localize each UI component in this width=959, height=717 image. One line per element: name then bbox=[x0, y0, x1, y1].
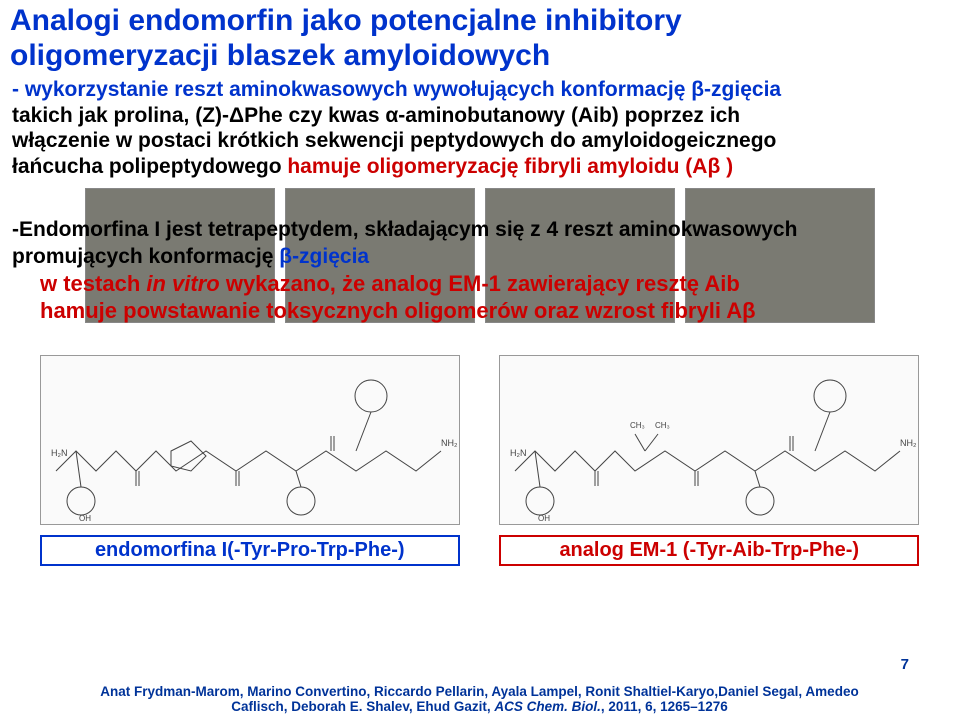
structure-right: H₂N NH₂ CH₃ CH₃ OH bbox=[499, 355, 919, 525]
test-line1a: w testach bbox=[40, 271, 146, 296]
test-line1b: in vitro bbox=[146, 271, 225, 296]
citation-authors2: Caflisch, Deborah E. Shalev, Ehud Gazit, bbox=[231, 699, 494, 714]
molecule-svg-right: H₂N NH₂ CH₃ CH₃ OH bbox=[500, 356, 920, 526]
paragraph-1: - wykorzystanie reszt aminokwasowych wyw… bbox=[0, 75, 959, 179]
svg-text:OH: OH bbox=[79, 514, 91, 523]
label-left: endomorfina I(-Tyr-Pro-Trp-Phe-) bbox=[40, 535, 460, 566]
page-number: 7 bbox=[901, 656, 909, 673]
molecule-svg-left: H₂N NH₂ OH bbox=[41, 356, 461, 526]
para2-line2a: promujących konformację bbox=[12, 245, 279, 268]
citation-journal: ACS Chem. Biol. bbox=[494, 699, 601, 714]
test-result: w testach in vitro wykazano, że analog E… bbox=[0, 270, 959, 325]
slide-title: Analogi endomorfin jako potencjalne inhi… bbox=[0, 0, 959, 75]
svg-text:H₂N: H₂N bbox=[510, 448, 527, 458]
para1-cont1: takich jak prolina, (Z)-ΔPhe czy kwas α-… bbox=[12, 104, 740, 127]
label-left-text: endomorfina I(-Tyr-Pro-Trp-Phe-) bbox=[95, 539, 405, 561]
test-line2: hamuje powstawanie toksycznych oligomeró… bbox=[40, 298, 756, 323]
para1-cont3-red: hamuje oligomeryzację fibryli amyloidu (… bbox=[287, 155, 733, 178]
structure-row: H₂N NH₂ OH H₂N NH₂ CH₃ bbox=[0, 355, 959, 525]
test-line1c: wykazano, że analog EM-1 zawierający res… bbox=[226, 271, 740, 296]
para2-line1: -Endomorfina I jest tetrapeptydem, skład… bbox=[12, 218, 797, 241]
para1-cont3a: łańcucha polipeptydowego bbox=[12, 155, 287, 178]
title-line-2: oligomeryzacji blaszek amyloidowych bbox=[10, 39, 949, 74]
svg-text:NH₂: NH₂ bbox=[441, 438, 458, 448]
para1-cont2: włączenie w postaci krótkich sekwencji p… bbox=[12, 129, 776, 152]
label-right-text: analog EM-1 (-Tyr-Aib-Trp-Phe-) bbox=[559, 539, 859, 561]
svg-text:NH₂: NH₂ bbox=[900, 438, 917, 448]
svg-text:CH₃: CH₃ bbox=[655, 421, 670, 430]
label-right: analog EM-1 (-Tyr-Aib-Trp-Phe-) bbox=[499, 535, 919, 566]
svg-text:CH₃: CH₃ bbox=[630, 421, 645, 430]
svg-text:H₂N: H₂N bbox=[51, 448, 68, 458]
para2-line2b: β-zgięcia bbox=[279, 245, 369, 268]
structure-left: H₂N NH₂ OH bbox=[40, 355, 460, 525]
paragraph-2: -Endomorfina I jest tetrapeptydem, skład… bbox=[0, 211, 959, 270]
svg-text:OH: OH bbox=[538, 514, 550, 523]
citation: Anat Frydman-Marom, Marino Convertino, R… bbox=[0, 684, 959, 715]
citation-tail: , 2011, 6, 1265–1276 bbox=[601, 699, 728, 714]
title-line-1: Analogi endomorfin jako potencjalne inhi… bbox=[10, 4, 949, 39]
para1-lead: - wykorzystanie reszt aminokwasowych wyw… bbox=[12, 78, 781, 101]
structure-label-row: endomorfina I(-Tyr-Pro-Trp-Phe-) analog … bbox=[0, 535, 959, 566]
citation-authors1: Anat Frydman-Marom, Marino Convertino, R… bbox=[100, 684, 858, 699]
